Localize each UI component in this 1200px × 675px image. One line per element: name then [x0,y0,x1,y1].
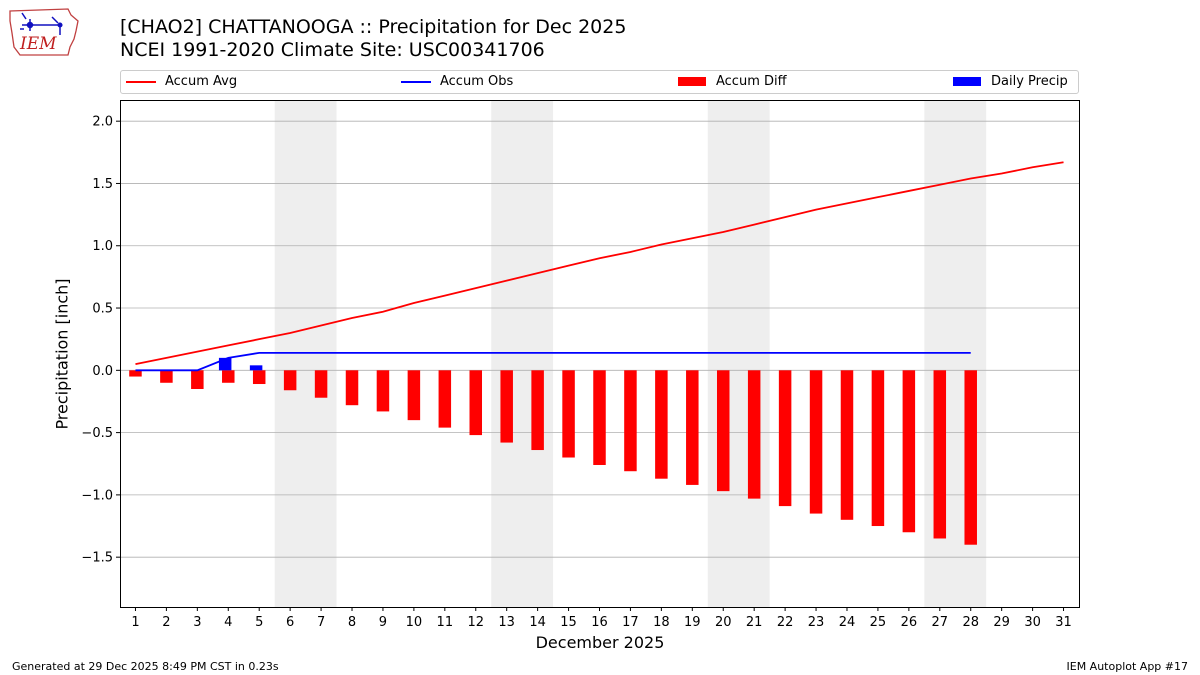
x-tick-label: 22 [777,615,794,630]
diff-bar-day-10 [407,370,421,421]
y-tick-label: 1.5 [92,177,113,192]
legend-swatch-blue-bar [953,77,981,86]
x-tick-label: 31 [1055,615,1072,630]
y-tick-label: −0.5 [81,426,113,441]
y-tick-label: 2.0 [92,115,113,130]
diff-bar-day-13 [500,370,513,443]
x-tick-label: 18 [653,615,670,630]
x-tick-label: 20 [715,615,732,630]
diff-bar-day-3 [191,370,204,390]
chart-title: [CHAO2] CHATTANOOGA :: Precipitation for… [120,16,627,38]
y-tick-label: 0.5 [92,302,113,317]
diff-bar-day-9 [376,370,390,412]
x-tick-label: 15 [560,615,577,630]
diff-bar-day-25 [871,370,885,527]
diff-bar-day-6 [283,370,297,391]
diff-bar-day-28 [964,370,977,545]
iem-logo: IEM [9,8,79,56]
legend-item-accum-avg: Accum Avg [126,74,237,89]
y-tick-label: −1.5 [81,551,113,566]
x-axis: 1 2 3 4 5 6 7 8 9 10 11 12 13 14 15 16 17 18 19 20 21 22 23 24 2… [131,607,1072,630]
x-tick-label: 13 [498,615,515,630]
accum-lines [135,161,1064,372]
accum-diff-bars [129,370,977,545]
x-tick-label: 7 [317,615,325,630]
x-tick-label: 23 [808,615,825,630]
x-tick-label: 8 [348,615,356,630]
iowa-map-icon [9,8,79,56]
x-tick-label: 28 [962,615,979,630]
diff-bar-day-2 [160,370,173,383]
accum-obs-line [135,351,971,372]
x-tick-label: 12 [467,615,484,630]
x-tick-label: 24 [839,615,856,630]
diff-bar-day-7 [314,370,328,398]
x-tick-label: 14 [529,615,546,630]
diff-bar-day-1 [129,370,142,377]
x-tick-label: 26 [901,615,918,630]
x-tick-label: 19 [684,615,701,630]
legend-item-daily-precip: Daily Precip [953,74,1068,89]
x-tick-label: 27 [932,615,949,630]
daily-bar-day-5 [249,365,263,371]
weather-station-icon [20,12,63,35]
diff-bar-day-26 [902,370,916,533]
grid-lines [120,120,1079,558]
x-tick-label: 6 [286,615,294,630]
legend-label-daily-precip: Daily Precip [991,74,1068,89]
diff-bar-day-19 [686,370,699,485]
y-tick-label: −1.0 [81,488,113,503]
legend-item-accum-obs: Accum Obs [401,74,513,89]
footer-generated-text: Generated at 29 Dec 2025 8:49 PM CST in … [12,660,279,673]
y-tick-label: 0.0 [92,364,113,379]
diff-bar-day-16 [593,370,606,465]
legend-item-accum-diff: Accum Diff [678,74,787,89]
x-tick-label: 17 [622,615,639,630]
diff-bar-day-12 [469,370,483,436]
legend-swatch-red-line [126,80,156,83]
diff-bar-day-23 [809,370,823,514]
diff-bar-day-22 [778,370,792,507]
x-tick-label: 1 [131,615,139,630]
diff-bar-day-20 [716,370,730,492]
legend-label-accum-obs: Accum Obs [440,74,514,89]
diff-bar-day-14 [531,370,544,451]
x-tick-label: 21 [746,615,763,630]
x-tick-label: 10 [406,615,423,630]
diff-bar-day-8 [345,370,359,406]
legend-swatch-red-bar [678,77,706,86]
chart-subtitle: NCEI 1991-2020 Climate Site: USC00341706 [120,39,545,61]
diff-bar-day-24 [840,370,854,520]
x-tick-label: 2 [162,615,170,630]
x-axis-label: December 2025 [535,633,665,652]
footer-app-text: IEM Autoplot App #17 [1066,660,1189,673]
legend: Accum Avg Accum Obs Accum Diff Daily Pre… [120,70,1079,94]
x-tick-label: 9 [379,615,387,630]
x-tick-label: 11 [437,615,454,630]
diff-bar-day-11 [438,370,452,428]
diff-bar-day-17 [624,370,637,472]
diff-bar-day-27 [933,370,947,539]
logo-text: IEM [19,34,57,54]
x-tick-label: 30 [1024,615,1041,630]
x-tick-label: 3 [193,615,201,630]
y-axis-label: Precipitation [inch] [52,278,72,430]
x-tick-label: 16 [591,615,608,630]
y-tick-label: 1.0 [92,239,113,254]
x-tick-label: 25 [870,615,887,630]
x-tick-label: 4 [224,615,232,630]
diff-bar-day-18 [655,370,668,479]
y-axis: −1.5 −1.0 −0.5 0.0 0.5 1.0 1.5 2.0 [81,115,120,566]
x-tick-label: 29 [993,615,1010,630]
accum-avg-line [135,161,1064,365]
legend-swatch-blue-line [401,80,431,83]
diff-bar-day-4 [222,370,235,383]
legend-label-accum-diff: Accum Diff [716,74,787,89]
x-tick-label: 5 [255,615,263,630]
diff-bar-day-5 [252,370,266,385]
diff-bar-day-21 [747,370,761,499]
legend-label-accum-avg: Accum Avg [165,74,238,89]
diff-bar-day-15 [562,370,575,458]
